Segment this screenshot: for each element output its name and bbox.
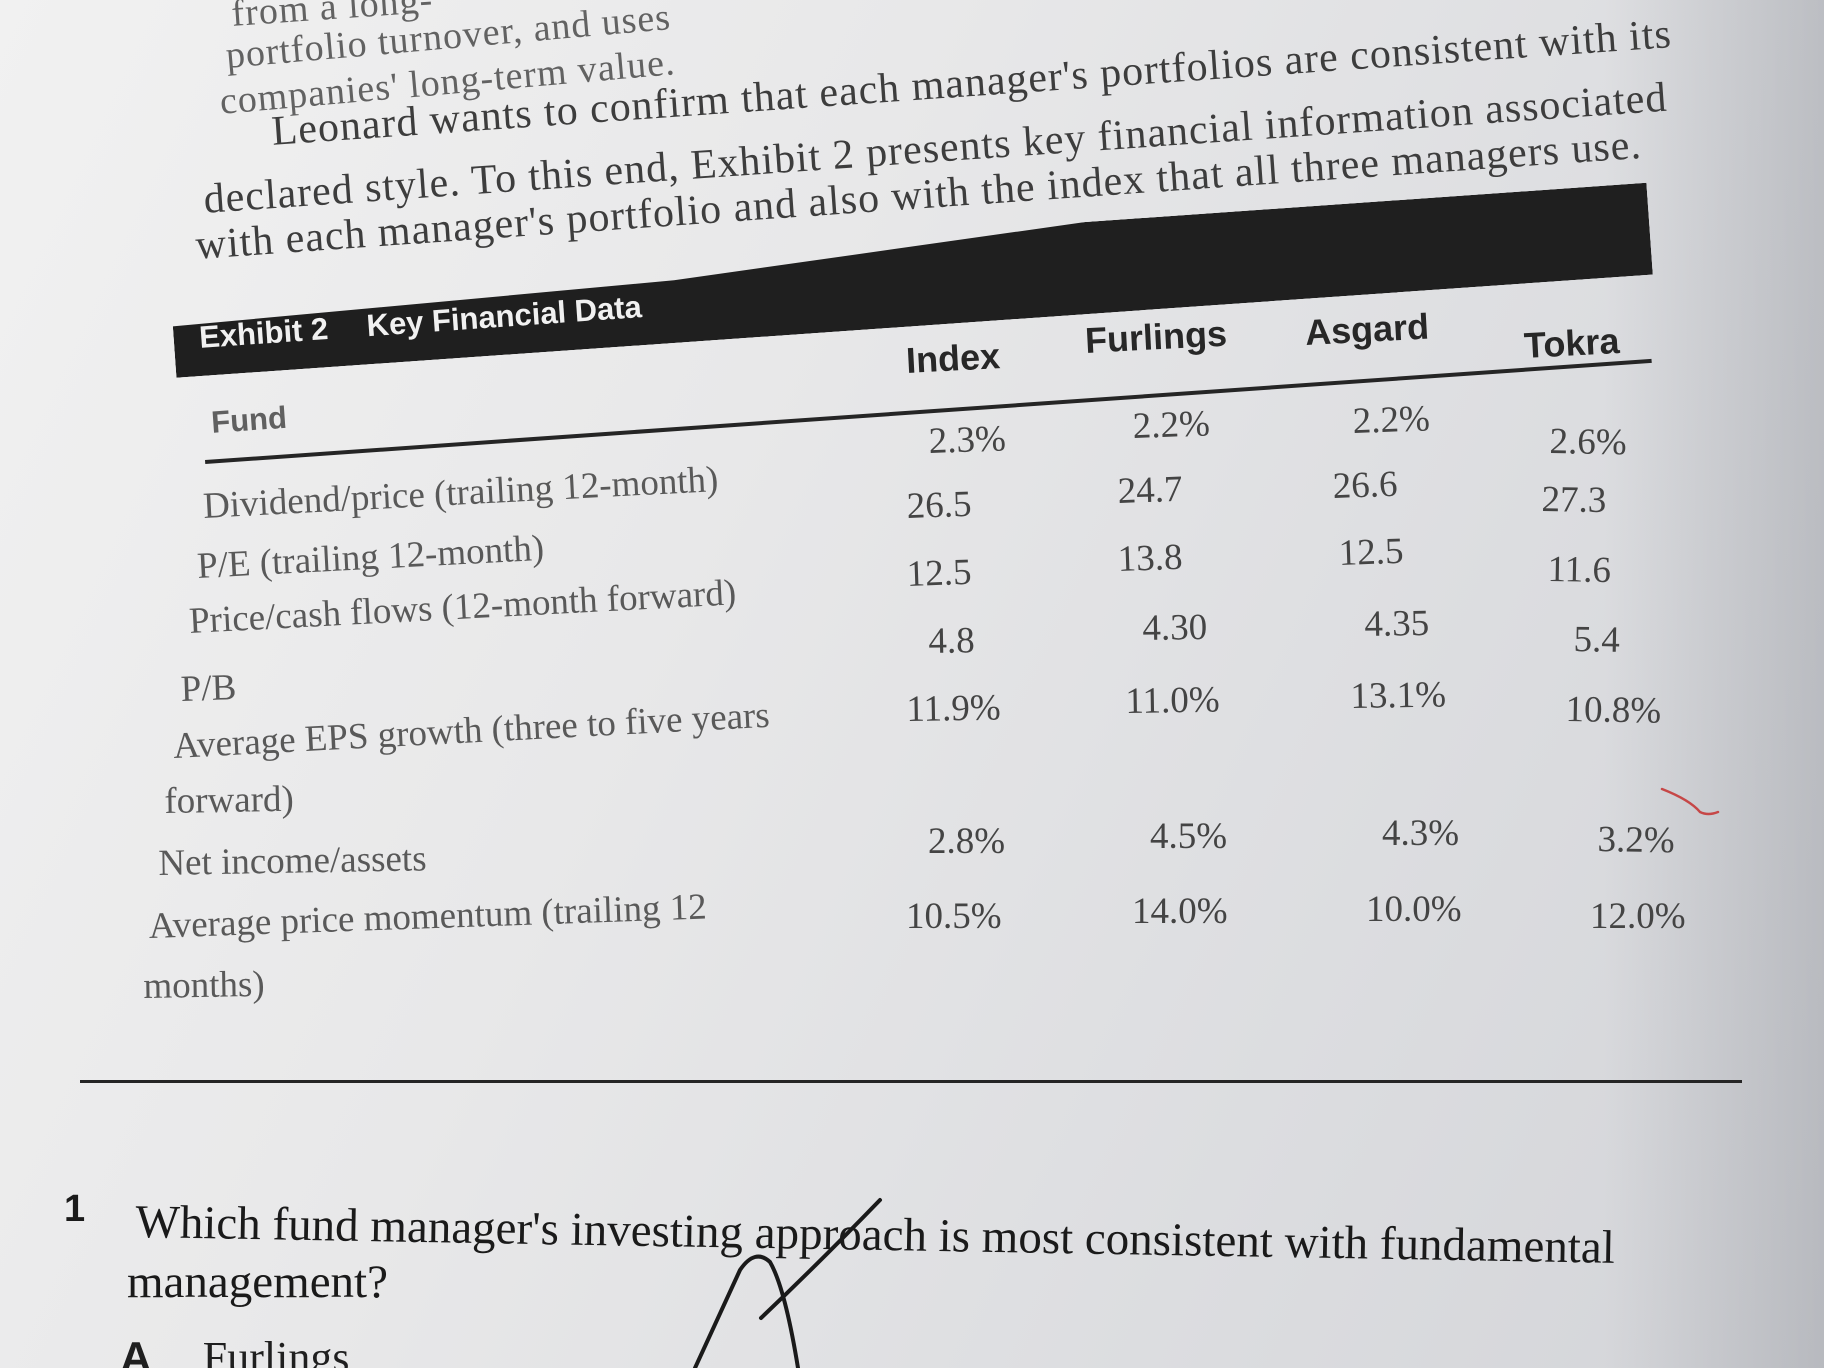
table-cell: 3.2% — [1597, 818, 1676, 862]
answer-hand-mark — [693, 1254, 800, 1368]
table-cell: 11.9% — [906, 687, 1001, 730]
table-cell: 11.0% — [1125, 679, 1220, 722]
fund-column-label: Fund — [210, 399, 289, 440]
table-cell: 4.8 — [928, 620, 975, 662]
row-label-pe: P/E (trailing 12-month) — [196, 527, 546, 587]
column-header-index: Index — [905, 335, 1002, 381]
table-cell: 10.0% — [1366, 889, 1462, 930]
table-cell: 14.0% — [1132, 891, 1228, 932]
table-cell: 24.7 — [1117, 468, 1184, 512]
table-cell: 2.2% — [1132, 403, 1211, 447]
row-label-dividend-price: Dividend/price (trailing 12-month) — [202, 459, 720, 527]
row-label-pb: P/B — [180, 667, 237, 710]
row-label-net-income-assets: Net income/assets — [158, 838, 427, 884]
table-cell: 27.3 — [1541, 478, 1607, 522]
table-cell: 13.8 — [1117, 536, 1184, 580]
column-header-asgard: Asgard — [1304, 305, 1431, 353]
table-cell: 4.35 — [1364, 602, 1430, 645]
table-cell: 12.5 — [1338, 530, 1405, 574]
table-cell: 4.3% — [1382, 813, 1460, 854]
question-number: 1 — [64, 1188, 86, 1230]
table-cell: 10.8% — [1565, 688, 1662, 732]
table-cell: 26.6 — [1332, 463, 1399, 507]
question-line-2: management? — [127, 1256, 388, 1308]
row-label-eps-growth: Average EPS growth (three to five years — [172, 694, 771, 767]
table-cell: 2.3% — [928, 418, 1007, 462]
answer-option-a-text: Furlings — [202, 1333, 350, 1368]
answer-option-a-letter: A — [120, 1333, 152, 1368]
table-cell: 2.6% — [1549, 420, 1628, 464]
row-label-price-momentum: Average price momentum (trailing 12 — [148, 886, 708, 947]
table-cell: 2.8% — [928, 821, 1006, 862]
table-cell: 12.0% — [1590, 896, 1686, 937]
table-bottom-rule — [80, 1080, 1742, 1083]
table-cell: 10.5% — [906, 896, 1002, 937]
row-label-eps-growth-line-2: forward) — [164, 778, 295, 822]
column-header-furlings: Furlings — [1084, 312, 1228, 361]
table-cell: 11.6 — [1547, 548, 1612, 592]
table-cell: 4.5% — [1150, 816, 1228, 857]
table-cell: 12.5 — [906, 551, 973, 595]
table-cell: 2.2% — [1352, 398, 1431, 442]
table-cell: 5.4 — [1573, 618, 1621, 661]
table-cell: 26.5 — [906, 483, 973, 527]
answer-option-a[interactable]: A Furlings — [120, 1332, 349, 1368]
table-cell: 13.1% — [1350, 674, 1447, 717]
row-label-price-momentum-line-2: months) — [143, 963, 265, 1007]
column-header-tokra: Tokra — [1523, 320, 1621, 366]
table-cell: 4.30 — [1142, 606, 1208, 649]
